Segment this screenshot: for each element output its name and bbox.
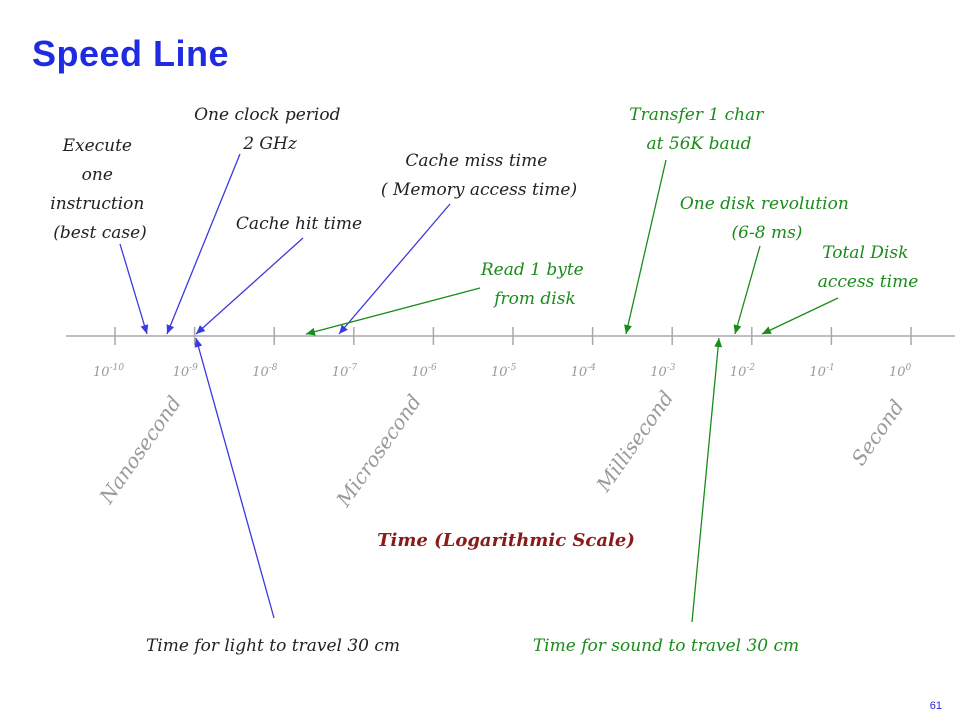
arrow-cache-miss	[338, 203, 451, 335]
svg-text:Read 1 byte from disk: Read 1 byte from disk	[480, 260, 589, 309]
tick-label: 10-9	[173, 363, 199, 380]
annotation-read-byte: Read 1 byte from disk	[305, 260, 589, 336]
svg-text:One clock period 2 GHz: One clock period 2 GHz	[194, 105, 346, 154]
tick-label: 10-8	[252, 363, 278, 380]
annotation-transfer-char: Transfer 1 char at 56K baud	[624, 105, 769, 335]
arrow-disk-revolution	[733, 245, 761, 335]
tick-label: 10-6	[411, 363, 437, 380]
svg-text:Time for light to travel 30 cm: Time for light to travel 30 cm	[146, 636, 400, 656]
tick-label: 10-5	[491, 363, 517, 380]
arrow-read-byte	[305, 287, 481, 336]
annotation-cache-miss: Cache miss time ( Memory access time)	[338, 151, 577, 335]
arrow-clock-period	[166, 153, 241, 335]
arrow-execute-instruction	[119, 243, 149, 335]
unit-second: Second	[846, 395, 908, 470]
unit-microsecond: Microsecond	[331, 390, 426, 512]
arrow-cache-hit	[195, 237, 304, 335]
unit-nanosecond: Nanosecond	[94, 391, 186, 508]
svg-text:Execute one in: Execute one instruction (best case)	[50, 136, 149, 243]
tick-label: 10-2	[730, 363, 756, 380]
page-number: 61	[929, 700, 942, 712]
tick-label: 10-7	[332, 363, 358, 380]
axis-tick-labels: 10-10 10-9 10-8 10-7 10-6 10-5 10-4 10-3 10-2 10-…	[93, 363, 912, 380]
annotation-sound-travel: Time for sound to travel 30 cm	[533, 337, 799, 656]
svg-text:Cache miss time ( Memo: Cache miss time ( Memory access time)	[381, 151, 577, 200]
annotation-total-disk: Total Disk access time	[761, 243, 919, 335]
svg-text:Transfer 1 char at 56K: Transfer 1 char at 56K baud	[629, 105, 769, 154]
annotation-light-travel: Time for light to travel 30 cm	[146, 337, 400, 656]
axis-ticks	[114, 327, 912, 345]
svg-text:Cache hit time: Cache hit time	[236, 214, 362, 234]
svg-text:Total Disk access time: Total Disk access time	[818, 243, 919, 292]
tick-label: 10-10	[93, 363, 124, 380]
tick-label: 100	[889, 363, 912, 380]
tick-label: 10-1	[809, 363, 834, 380]
svg-text:One disk revolution (6: One disk revolution (6-8 ms)	[680, 194, 854, 243]
unit-millisecond: Millisecond	[591, 386, 678, 497]
svg-text:Time for sound to travel 30 cm: Time for sound to travel 30 cm	[533, 636, 799, 656]
arrow-light-travel	[194, 337, 275, 619]
arrow-sound-travel	[691, 337, 723, 623]
annotation-cache-hit: Cache hit time	[195, 214, 362, 335]
arrow-transfer-char	[624, 159, 667, 335]
axis-title: Time (Logarithmic Scale)	[377, 530, 635, 551]
tick-label: 10-4	[571, 363, 597, 380]
annotation-execute-instruction: Execute one instruction (best case)	[50, 136, 149, 335]
arrow-total-disk	[761, 297, 839, 335]
tick-label: 10-3	[650, 363, 676, 380]
page-title: Speed Line	[32, 33, 230, 74]
annotation-disk-revolution: One disk revolution (6-8 ms)	[680, 194, 854, 335]
annotation-clock-period: One clock period 2 GHz	[166, 105, 346, 335]
